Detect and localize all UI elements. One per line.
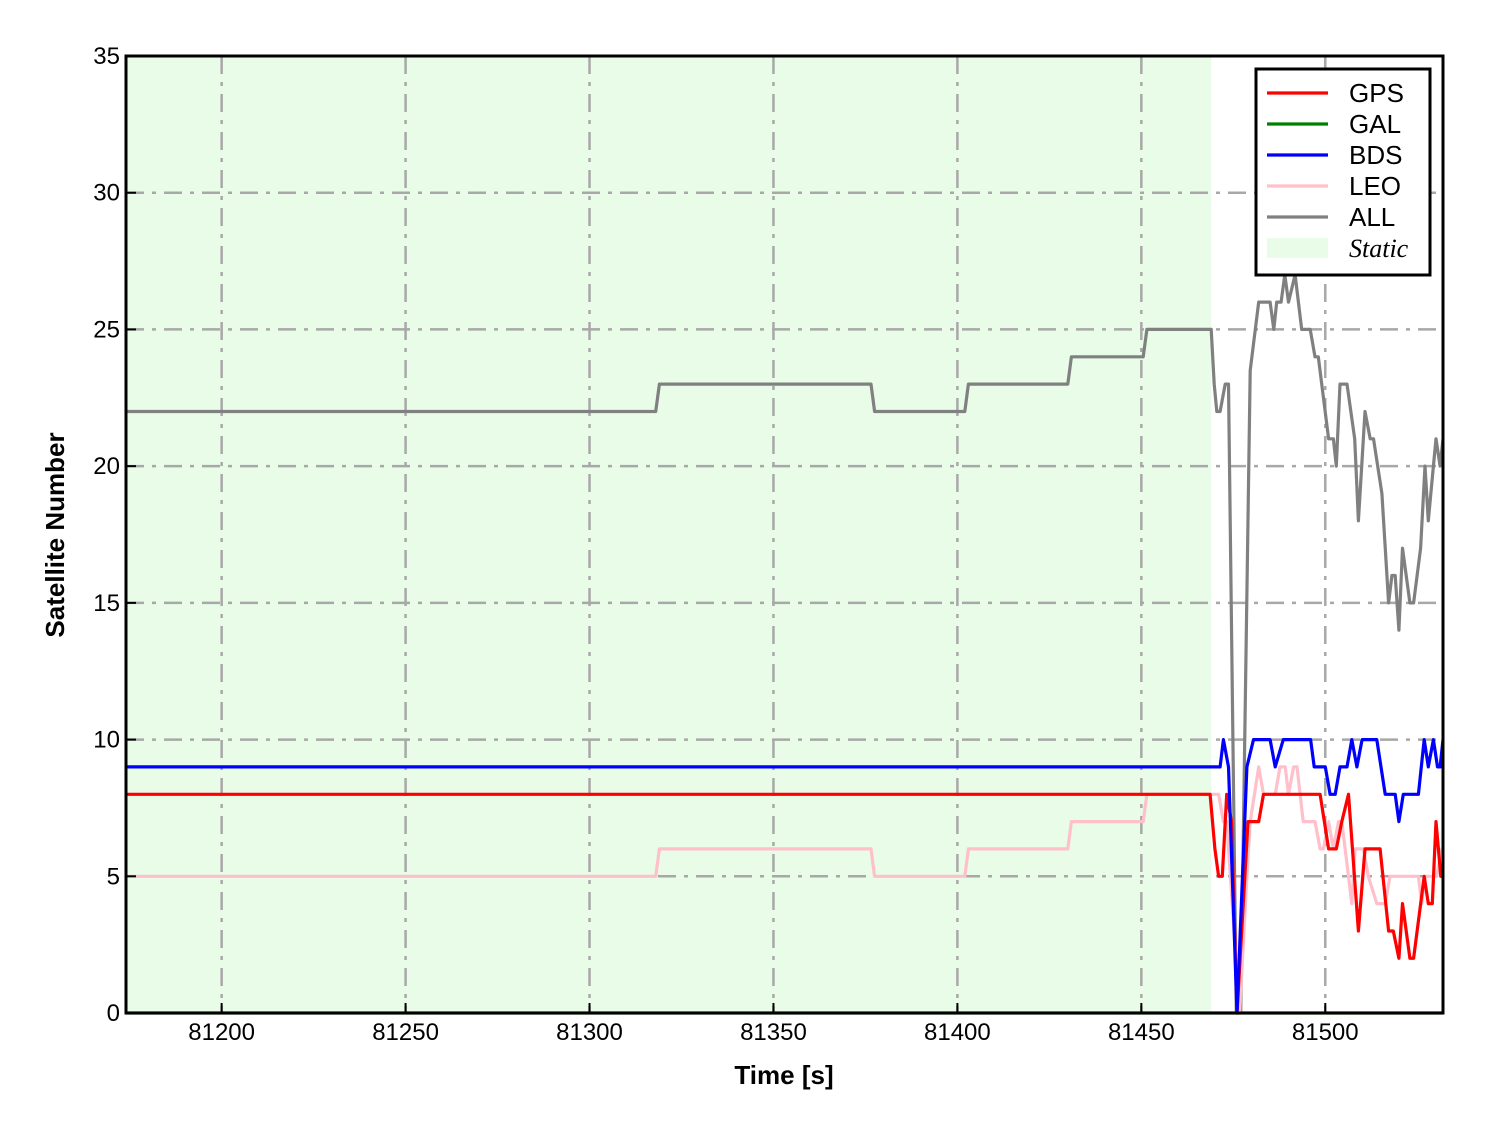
y-tick-label: 5 bbox=[107, 863, 120, 890]
y-tick-label: 25 bbox=[93, 316, 120, 343]
legend-label-leo: LEO bbox=[1349, 171, 1401, 201]
x-tick-label: 81200 bbox=[188, 1019, 255, 1046]
ticks: 81200 81250 81300 81350 81400 81450 81500 0 5 10 1… bbox=[93, 43, 1358, 1046]
legend-label-static: Static bbox=[1349, 234, 1409, 263]
y-tick-label: 20 bbox=[93, 453, 120, 480]
x-tick-label: 81250 bbox=[372, 1019, 439, 1046]
x-axis-label: Time [s] bbox=[734, 1060, 833, 1090]
legend-swatch-static bbox=[1267, 238, 1328, 258]
legend-label-gal: GAL bbox=[1349, 109, 1401, 139]
y-tick-label: 15 bbox=[93, 590, 120, 617]
x-tick-label: 81500 bbox=[1292, 1019, 1359, 1046]
y-axis-label: Satellite Number bbox=[40, 432, 70, 637]
y-tick-label: 10 bbox=[93, 727, 120, 754]
series-line-gps bbox=[126, 792, 1443, 1015]
legend-label-bds: BDS bbox=[1349, 140, 1402, 170]
series-line-leo bbox=[126, 765, 1445, 1015]
series-line-all bbox=[126, 273, 1445, 1015]
x-tick-label: 81350 bbox=[740, 1019, 807, 1046]
legend-label-gps: GPS bbox=[1349, 78, 1404, 108]
static-shaded-region bbox=[126, 56, 1212, 1013]
plot-frame bbox=[124, 54, 1445, 1015]
y-tick-label: 30 bbox=[93, 180, 120, 207]
x-tick-label: 81300 bbox=[556, 1019, 623, 1046]
x-tick-label: 81450 bbox=[1108, 1019, 1175, 1046]
y-tick-label: 35 bbox=[93, 43, 120, 70]
y-tick-label: 0 bbox=[107, 1000, 120, 1027]
x-tick-label: 81400 bbox=[924, 1019, 991, 1046]
legend-label-all: ALL bbox=[1349, 202, 1395, 232]
series-line-bds bbox=[126, 737, 1445, 1015]
